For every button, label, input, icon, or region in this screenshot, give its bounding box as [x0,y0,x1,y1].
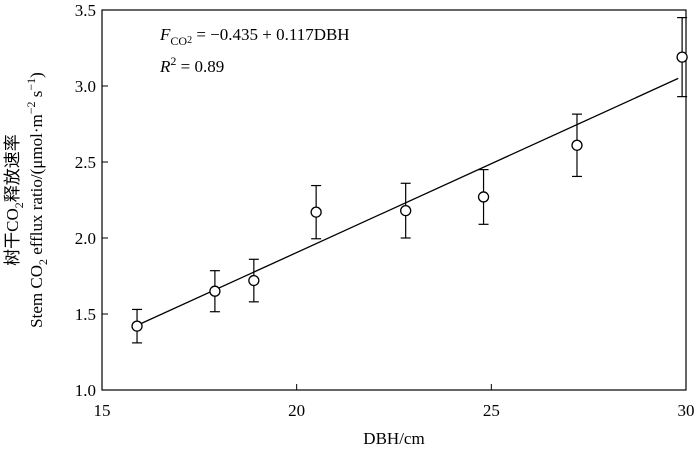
y-axis-label-part: Stem CO [27,265,46,328]
y-axis-label-part: s [27,91,46,102]
y-axis-label: Stem CO2 efflux ratio/(μmol·m−2 s−1) [24,72,50,328]
y-tick-label: 2.0 [75,229,96,248]
y-axis-label-part: 2 [36,259,50,265]
y-axis-label-part: 释放速率 [3,134,22,202]
x-tick-label: 30 [678,401,695,420]
data-point [310,206,322,218]
y-tick-label: 2.5 [75,153,96,172]
data-point [131,320,143,332]
plot-frame [101,9,687,391]
y-tick-label: 1.0 [75,381,96,400]
equation-part: = −0.435 + 0.117DBH [192,25,350,44]
equation: FCO2 = −0.435 + 0.117DBH [159,25,350,48]
y-axis-label-part: 2 [12,202,26,208]
y-tick-label: 3.5 [75,1,96,20]
data-point [676,51,688,63]
r-squared-part: = 0.89 [176,57,224,76]
data-point [209,285,221,297]
data-point [477,191,490,203]
y-axis-label: 树干CO2释放速率 [3,134,26,266]
y-axis-label-part: ) [27,72,46,78]
y-axis-label-part: −1 [24,78,38,91]
y-tick-label: 3.0 [75,77,96,96]
x-tick-label: 20 [288,401,305,420]
x-axis-label: DBH/cm [363,429,424,448]
data-point [248,274,260,287]
x-tick-label: 25 [483,401,500,420]
y-axis-label-part: efflux ratio/(μmol·m [27,114,46,259]
r-squared: R2 = 0.89 [159,54,224,76]
y-axis-label-part: −2 [24,101,38,114]
y-tick-label: 1.5 [75,305,96,324]
data-point [571,139,583,151]
equation-part: CO [170,34,187,48]
equation-part: F [159,25,171,44]
x-tick-label: 15 [94,401,111,420]
r-squared-part: R [159,57,171,76]
y-axis-label-part: 树干CO [3,208,22,266]
equation-part: 2 [187,35,192,46]
r-squared-part: 2 [170,54,176,68]
data-point [400,204,412,217]
regression-line [136,77,679,326]
